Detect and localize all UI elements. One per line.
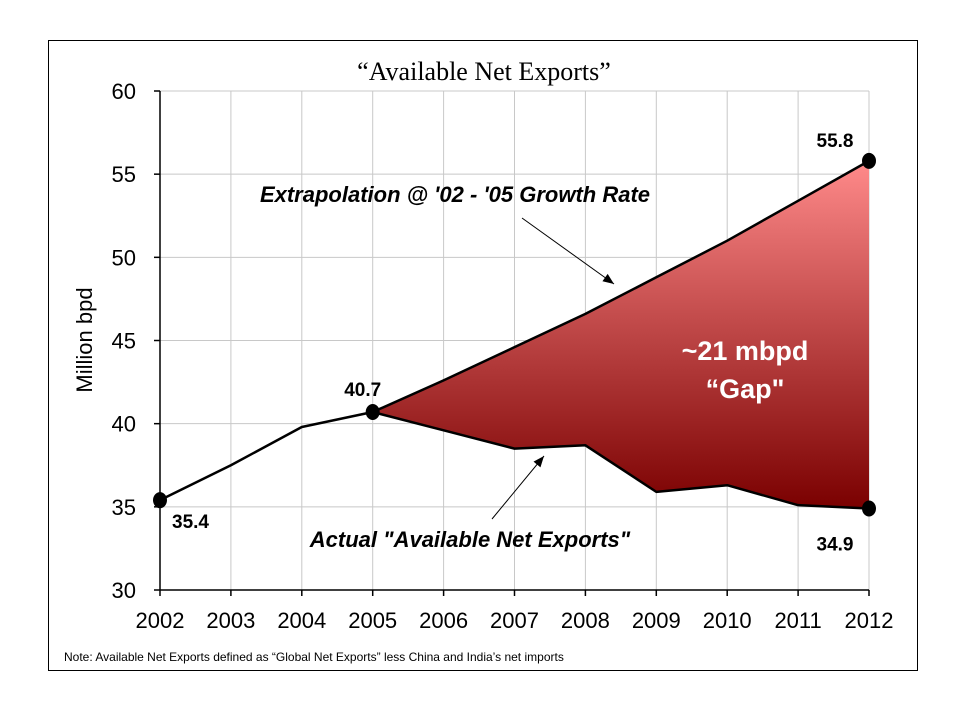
x-tick-label: 2010 — [703, 608, 752, 633]
x-tick-label: 2004 — [277, 608, 326, 633]
x-tick-label: 2011 — [774, 608, 821, 633]
arrow-shaft — [521, 217, 615, 285]
series-line-actual — [159, 410, 870, 510]
actual-arrow — [491, 455, 545, 520]
x-tick-label: 2003 — [206, 608, 255, 633]
arrow-head — [533, 456, 544, 468]
x-tick-label: 2002 — [136, 608, 185, 633]
data-marker — [153, 492, 167, 509]
x-tick-label: 2012 — [845, 608, 894, 633]
x-tick-label: 2006 — [419, 608, 468, 633]
x-axis-ticks: 2002 2003 2004 2005 2006 2007 2008 2009 2010 2011… — [136, 590, 894, 633]
gap-label-line2: “Gap" — [706, 374, 785, 404]
point-markers — [153, 152, 876, 517]
x-tick-label: 2009 — [632, 608, 681, 633]
y-tick-label: 30 — [112, 578, 136, 603]
y-axis-label: Million bpd — [72, 287, 97, 392]
gap-label-line1: ~21 mbpd — [682, 336, 809, 366]
y-tick-label: 60 — [112, 79, 136, 104]
data-marker — [862, 152, 876, 169]
series-lines — [159, 159, 870, 510]
arrow-head — [602, 273, 614, 284]
extrapolation-arrow — [521, 217, 615, 285]
y-tick-label: 45 — [112, 329, 136, 354]
gap-area — [372, 160, 869, 509]
data-label: 55.8 — [817, 131, 854, 152]
y-tick-label: 40 — [112, 412, 136, 437]
chart-frame — [48, 40, 918, 671]
footnote: Note: Available Net Exports defined as “… — [64, 650, 564, 664]
data-marker — [862, 500, 876, 517]
y-tick-label: 35 — [112, 495, 136, 520]
actual-annotation: Actual "Available Net Exports" — [309, 527, 631, 552]
x-tick-label: 2005 — [348, 608, 397, 633]
x-tick-label: 2007 — [490, 608, 539, 633]
chart-title: “Available Net Exports” — [357, 57, 611, 86]
data-marker — [365, 404, 380, 421]
data-label: 40.7 — [344, 380, 381, 401]
extrapolation-annotation: Extrapolation @ '02 - '05 Growth Rate — [260, 182, 650, 207]
arrow-shaft — [491, 455, 545, 520]
data-label: 34.9 — [817, 534, 854, 555]
annotation-arrows — [491, 217, 615, 520]
data-label: 35.4 — [172, 512, 209, 533]
y-tick-label: 50 — [112, 245, 136, 270]
y-axis-ticks: 30 35 40 45 50 55 60 — [112, 79, 160, 603]
data-labels: 35.4 40.7 55.8 34.9 — [172, 131, 853, 556]
x-tick-label: 2008 — [561, 608, 610, 633]
y-tick-label: 55 — [112, 162, 136, 187]
gap-area-group — [372, 160, 869, 509]
series-line-extrapolation — [372, 159, 870, 414]
